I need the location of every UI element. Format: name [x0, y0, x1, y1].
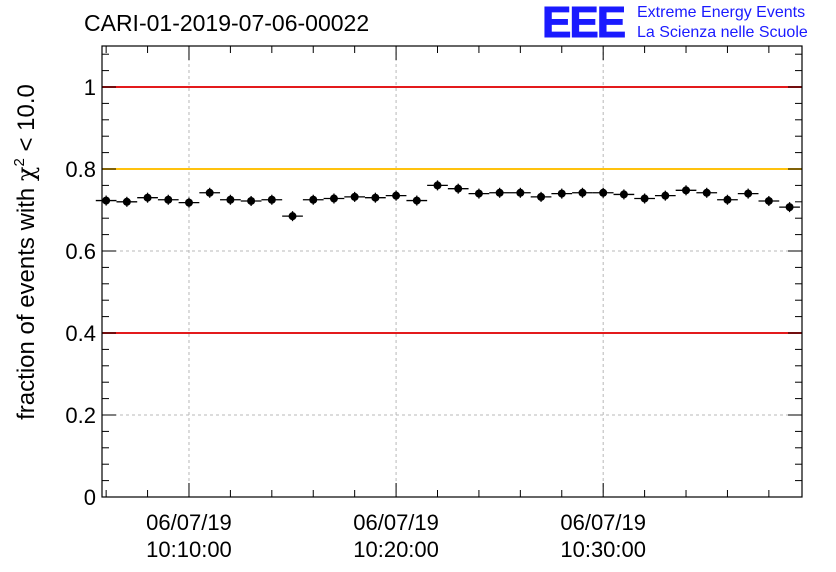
- data-point: [640, 194, 649, 203]
- data-point: [516, 188, 525, 197]
- data-point: [682, 186, 691, 195]
- data-point: [309, 195, 318, 204]
- data-point: [495, 188, 504, 197]
- data-point: [329, 194, 338, 203]
- x-tick-label-date: 06/07/19: [560, 510, 646, 535]
- data-point: [226, 195, 235, 204]
- data-point: [392, 191, 401, 200]
- y-tick-label: 0.8: [65, 157, 96, 182]
- data-point: [702, 188, 711, 197]
- x-tick-label-date: 06/07/19: [146, 510, 232, 535]
- plot-frame: [101, 45, 803, 498]
- logo-line-2: La Scienza nelle Scuole: [637, 24, 808, 41]
- y-tick-label: 0: [84, 485, 96, 510]
- data-point: [164, 195, 173, 204]
- data-point: [184, 198, 193, 207]
- data-point: [205, 188, 214, 197]
- data-point: [474, 189, 483, 198]
- x-tick-label-time: 10:10:00: [146, 537, 232, 562]
- data-point: [599, 188, 608, 197]
- data-point: [433, 181, 442, 190]
- logo-line-1: Extreme Energy Events: [637, 4, 806, 21]
- data-point: [143, 193, 152, 202]
- data-point: [267, 195, 276, 204]
- data-point: [764, 196, 773, 205]
- data-point: [288, 212, 297, 221]
- x-tick-label-date: 06/07/19: [353, 510, 439, 535]
- data-point: [371, 193, 380, 202]
- data-point: [412, 196, 421, 205]
- x-tick-label-time: 10:30:00: [560, 537, 646, 562]
- y-axis-label: fraction of events with χ2 < 10.0: [11, 84, 40, 420]
- data-point: [537, 192, 546, 201]
- data-point: [454, 184, 463, 193]
- y-tick-label: 0.6: [65, 239, 96, 264]
- y-tick-label: 0.4: [65, 321, 96, 346]
- data-point: [723, 195, 732, 204]
- plot-title: CARI-01-2019-07-06-00022: [84, 10, 370, 36]
- y-tick-label: 0.2: [65, 403, 96, 428]
- eee-logo-mark: EEE: [541, 0, 626, 47]
- data-point: [350, 192, 359, 201]
- data-point: [247, 196, 256, 205]
- data-point: [578, 188, 587, 197]
- data-point: [661, 191, 670, 200]
- data-point: [122, 197, 131, 206]
- y-tick-label: 1: [84, 75, 96, 100]
- x-tick-label-time: 10:20:00: [353, 537, 439, 562]
- data-point: [557, 189, 566, 198]
- data-point: [744, 189, 753, 198]
- data-point: [785, 203, 794, 212]
- data-point: [619, 190, 628, 199]
- data-point: [102, 196, 111, 205]
